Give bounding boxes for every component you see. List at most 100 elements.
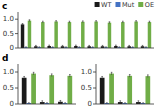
y-tick-label: 0 (10, 44, 14, 52)
error-cap (115, 45, 117, 46)
error-cap (147, 74, 149, 75)
error-cap (52, 46, 54, 47)
bar (54, 22, 57, 48)
error-bar (149, 21, 151, 23)
bar (67, 76, 72, 104)
error-cap (55, 20, 57, 21)
error-bar (48, 45, 50, 47)
error-line (122, 21, 123, 23)
error-line (49, 45, 50, 47)
error-line (129, 45, 130, 47)
error-line (136, 21, 137, 23)
error-line (35, 45, 36, 47)
error-cap (51, 73, 53, 74)
y-tick-label: 0 (88, 100, 92, 108)
error-cap (65, 46, 67, 47)
error-cap (82, 20, 84, 21)
error-line (115, 45, 116, 47)
error-line (109, 22, 110, 24)
error-cap (142, 45, 144, 46)
error-line (138, 101, 139, 104)
error-bar (23, 76, 25, 79)
error-cap (102, 45, 104, 46)
bar (22, 78, 27, 104)
error-bar (69, 75, 71, 78)
error-bar (62, 45, 64, 47)
y-tick-label: 1.0 (3, 15, 14, 23)
error-bar (22, 24, 24, 26)
error-line (69, 21, 70, 23)
error-cap (111, 72, 113, 73)
error-cap (95, 20, 97, 21)
error-bar (41, 101, 43, 104)
y-axis (18, 12, 19, 48)
error-cap (64, 102, 66, 103)
bar (121, 22, 124, 48)
error-cap (132, 46, 134, 47)
error-bar (115, 45, 117, 47)
figure: 00.51.0cWTMutOE00.51.0d00.51.0 (0, 0, 159, 112)
y-tick (93, 72, 96, 73)
error-line (142, 45, 143, 47)
error-cap (109, 21, 111, 22)
error-bar (109, 22, 111, 24)
bar (100, 78, 105, 104)
bar (134, 22, 137, 48)
bars (21, 20, 151, 48)
error-line (69, 75, 70, 78)
error-cap (128, 45, 130, 46)
error-cap (48, 45, 50, 46)
bar (94, 22, 97, 48)
y-tick-label: 1.0 (3, 68, 14, 76)
error-cap (138, 100, 140, 101)
error-cap (79, 46, 81, 47)
x-axis (18, 48, 154, 49)
y-axis (18, 64, 19, 104)
error-bar (69, 21, 71, 23)
y-tick (15, 72, 18, 73)
error-bar (55, 21, 57, 23)
error-bar (102, 45, 104, 47)
error-bar (51, 74, 53, 77)
legend-swatch (95, 2, 100, 7)
error-line (89, 45, 90, 47)
error-line (42, 21, 43, 23)
error-cap (46, 102, 48, 103)
error-bar (60, 100, 62, 103)
error-line (75, 45, 76, 47)
error-cap (149, 21, 151, 22)
y-tick (15, 88, 18, 89)
legend-swatch (115, 2, 120, 7)
error-line (129, 75, 130, 78)
error-line (42, 101, 43, 104)
x-axis (18, 104, 76, 105)
error-cap (135, 20, 137, 21)
error-cap (88, 45, 90, 46)
error-line (149, 21, 150, 23)
error-bar (129, 75, 131, 78)
bar (68, 22, 71, 48)
error-line (147, 75, 148, 78)
error-bar (119, 101, 121, 104)
error-line (24, 76, 25, 79)
error-bar (122, 21, 124, 23)
error-bar (75, 45, 77, 47)
error-line (29, 20, 30, 22)
bar (81, 22, 84, 48)
error-bar (88, 45, 90, 47)
chart: 00.51.0 (81, 64, 154, 108)
chart: 00.51.0cWTMutOE (2, 1, 154, 53)
error-cap (33, 72, 35, 73)
bar (49, 75, 54, 104)
y-tick-label: 0.5 (3, 84, 14, 92)
y-axis (96, 64, 97, 104)
bar (108, 23, 111, 48)
error-bar (142, 45, 144, 47)
legend-swatch (138, 2, 143, 7)
error-bar (101, 76, 103, 79)
y-tick (93, 88, 96, 89)
error-cap (28, 102, 30, 103)
legend-label: Mut (122, 1, 135, 9)
error-bar (82, 21, 84, 23)
error-line (111, 72, 112, 75)
